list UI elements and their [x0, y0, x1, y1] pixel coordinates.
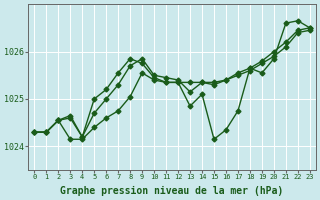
- X-axis label: Graphe pression niveau de la mer (hPa): Graphe pression niveau de la mer (hPa): [60, 186, 284, 196]
